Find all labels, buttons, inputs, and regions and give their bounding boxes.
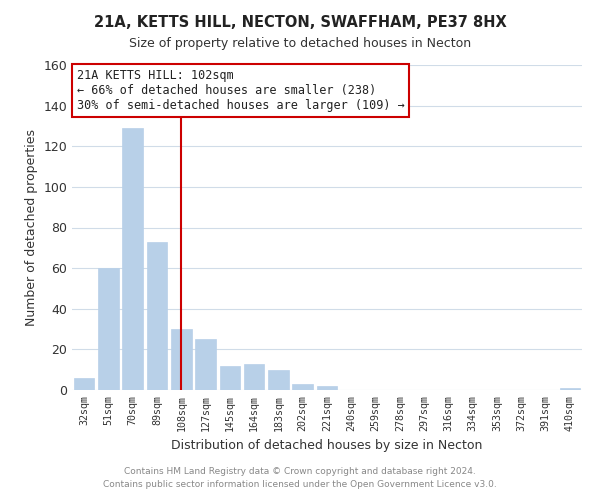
Bar xyxy=(292,384,313,390)
Text: 21A KETTS HILL: 102sqm
← 66% of detached houses are smaller (238)
30% of semi-de: 21A KETTS HILL: 102sqm ← 66% of detached… xyxy=(77,69,404,112)
Y-axis label: Number of detached properties: Number of detached properties xyxy=(25,129,38,326)
Text: Size of property relative to detached houses in Necton: Size of property relative to detached ho… xyxy=(129,38,471,51)
Text: Contains HM Land Registry data © Crown copyright and database right 2024.
Contai: Contains HM Land Registry data © Crown c… xyxy=(103,468,497,489)
Bar xyxy=(268,370,289,390)
Bar xyxy=(195,339,216,390)
Bar xyxy=(317,386,337,390)
Bar xyxy=(171,329,191,390)
Bar xyxy=(122,128,143,390)
Text: 21A, KETTS HILL, NECTON, SWAFFHAM, PE37 8HX: 21A, KETTS HILL, NECTON, SWAFFHAM, PE37 … xyxy=(94,15,506,30)
Bar xyxy=(560,388,580,390)
Bar xyxy=(244,364,265,390)
Bar xyxy=(98,268,119,390)
Bar xyxy=(146,242,167,390)
X-axis label: Distribution of detached houses by size in Necton: Distribution of detached houses by size … xyxy=(172,439,482,452)
Bar xyxy=(74,378,94,390)
Bar xyxy=(220,366,240,390)
